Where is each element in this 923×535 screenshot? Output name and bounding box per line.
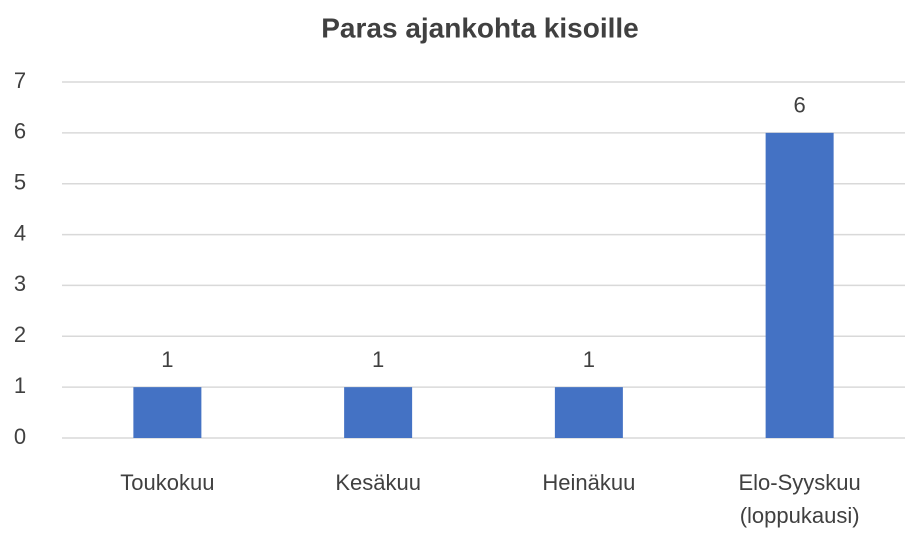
x-tick-label: Kesäkuu [335, 470, 421, 495]
y-tick-label: 6 [14, 119, 26, 144]
y-tick-label: 3 [14, 271, 26, 296]
x-tick-label: Elo-Syyskuu (loppukausi) [738, 470, 861, 528]
y-tick-label: 1 [14, 373, 26, 398]
y-tick-label: 4 [14, 220, 26, 245]
data-label: 1 [372, 347, 384, 372]
data-label: 1 [161, 347, 173, 372]
data-label: 6 [794, 93, 806, 118]
x-tick-label: Heinäkuu [542, 470, 636, 495]
bar [765, 132, 834, 438]
y-tick-label: 5 [14, 170, 26, 195]
bar [554, 387, 623, 438]
y-tick-label: 2 [14, 322, 26, 347]
y-tick-label: 0 [14, 424, 26, 449]
x-tick-label: Toukokuu [120, 470, 215, 495]
bar [133, 387, 202, 438]
y-tick-label: 7 [14, 68, 26, 93]
data-label: 1 [583, 347, 595, 372]
chart-title: Paras ajankohta kisoille [321, 12, 639, 43]
bar [344, 387, 413, 438]
